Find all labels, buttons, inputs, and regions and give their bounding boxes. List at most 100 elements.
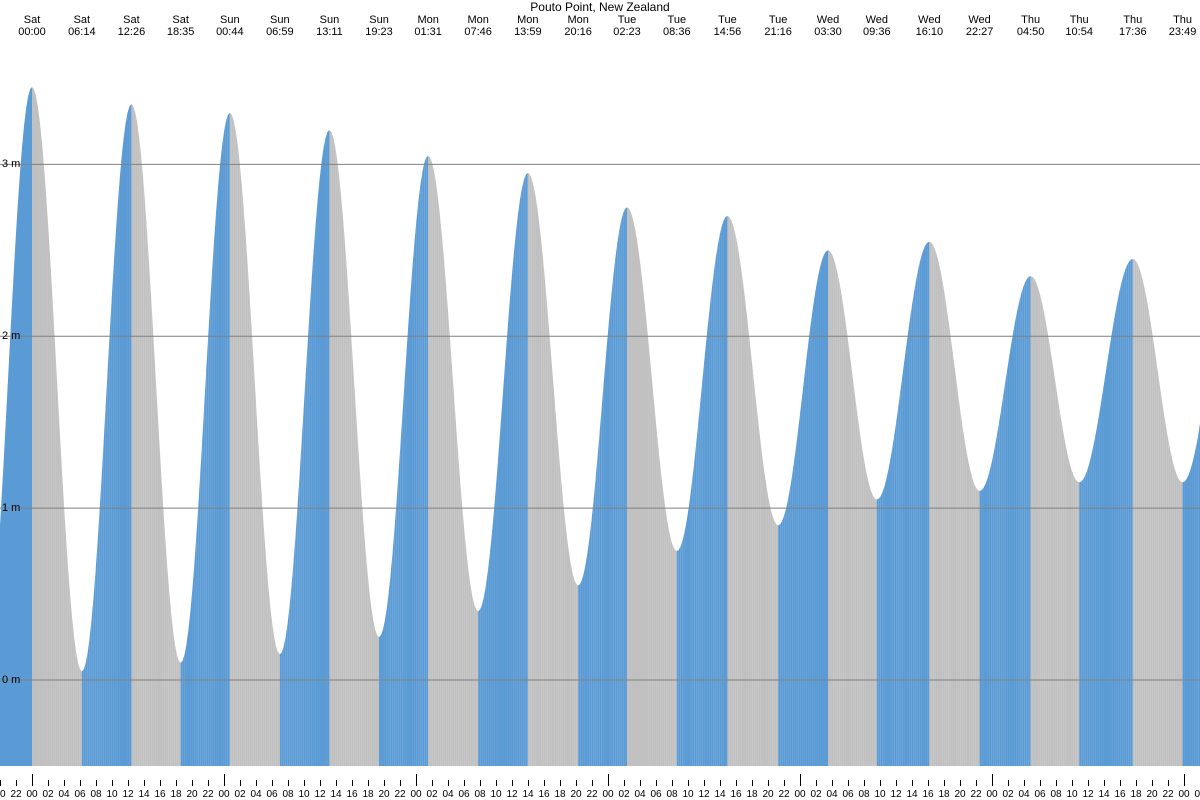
y-axis-label: 1 m — [2, 502, 20, 514]
bottom-axis-label: 08 — [1050, 789, 1061, 800]
bottom-axis-label: 20 — [186, 789, 197, 800]
top-axis-label: Thu04:50 — [1017, 14, 1045, 38]
bottom-tick — [976, 780, 977, 786]
bottom-tick — [736, 780, 737, 786]
bottom-axis-label: 04 — [250, 789, 261, 800]
bottom-tick — [96, 780, 97, 786]
top-axis-label: Tue02:23 — [613, 14, 641, 38]
bottom-tick — [1184, 774, 1185, 786]
bottom-axis-label: 00 — [1178, 789, 1189, 800]
top-axis-label: Mon07:46 — [464, 14, 492, 38]
bottom-tick — [1072, 780, 1073, 786]
bottom-tick — [208, 780, 209, 786]
bottom-axis-label: 00 — [218, 789, 229, 800]
bottom-tick — [496, 780, 497, 786]
bottom-tick — [656, 780, 657, 786]
bottom-axis-label: 00 — [986, 789, 997, 800]
bottom-axis-label: 06 — [650, 789, 661, 800]
bottom-tick — [272, 780, 273, 786]
bottom-tick — [32, 774, 33, 786]
bottom-tick — [896, 780, 897, 786]
bottom-axis-label: 04 — [826, 789, 837, 800]
bottom-axis-label: 22 — [586, 789, 597, 800]
bottom-tick — [288, 780, 289, 786]
bottom-tick — [320, 780, 321, 786]
top-axis-label: Sat12:26 — [118, 14, 146, 38]
bottom-axis-label: 14 — [330, 789, 341, 800]
top-axis-label: Tue08:36 — [663, 14, 691, 38]
bottom-tick — [944, 780, 945, 786]
bottom-tick — [240, 780, 241, 786]
top-axis-label: Wed16:10 — [916, 14, 944, 38]
bottom-tick — [832, 780, 833, 786]
bottom-axis-label: 10 — [1066, 789, 1077, 800]
bottom-axis-label: 18 — [1130, 789, 1141, 800]
bottom-axis-label: 10 — [106, 789, 117, 800]
bottom-axis-label: 12 — [890, 789, 901, 800]
top-axis-labels: Sat00:00Sat06:14Sat12:26Sat18:35Sun00:44… — [0, 14, 1200, 42]
bottom-axis-label: 14 — [522, 789, 533, 800]
top-axis-label: Wed22:27 — [966, 14, 994, 38]
bottom-tick — [464, 780, 465, 786]
bottom-axis-label: 22 — [202, 789, 213, 800]
bottom-axis-label: 00 — [602, 789, 613, 800]
bottom-tick — [224, 774, 225, 786]
bottom-axis-label: 18 — [746, 789, 757, 800]
bottom-tick — [624, 780, 625, 786]
bottom-axis-label: 08 — [858, 789, 869, 800]
bottom-axis-label: 02 — [1002, 789, 1013, 800]
bottom-tick — [384, 780, 385, 786]
bottom-axis-label: 08 — [90, 789, 101, 800]
bottom-axis-label: 16 — [730, 789, 741, 800]
bottom-axis-label: 02 — [1194, 789, 1200, 800]
top-axis-label: Sun00:44 — [216, 14, 244, 38]
plot-area: 0 m1 m2 m3 m — [0, 44, 1200, 766]
bottom-tick — [800, 774, 801, 786]
bottom-axis-label: 02 — [810, 789, 821, 800]
y-axis-label: 2 m — [2, 330, 20, 342]
bottom-axis-label: 20 — [954, 789, 965, 800]
bottom-tick — [1104, 780, 1105, 786]
bottom-axis-label: 08 — [666, 789, 677, 800]
bottom-tick — [16, 780, 17, 786]
top-axis-label: Sat00:00 — [18, 14, 46, 38]
bottom-axis-label: 06 — [266, 789, 277, 800]
bottom-tick — [192, 780, 193, 786]
bottom-axis-label: 20 — [570, 789, 581, 800]
bottom-tick — [336, 780, 337, 786]
bottom-tick — [640, 780, 641, 786]
bottom-axis-label: 12 — [1082, 789, 1093, 800]
bottom-axis-label: 06 — [74, 789, 85, 800]
bottom-axis-label: 22 — [1162, 789, 1173, 800]
bottom-axis-label: 02 — [42, 789, 53, 800]
bottom-tick — [784, 780, 785, 786]
bottom-axis-label: 10 — [298, 789, 309, 800]
bottom-tick — [1024, 780, 1025, 786]
bottom-axis-label: 10 — [682, 789, 693, 800]
bottom-tick — [1040, 780, 1041, 786]
top-axis-label: Sat18:35 — [167, 14, 195, 38]
bottom-axis-label: 18 — [170, 789, 181, 800]
bottom-axis-label: 04 — [634, 789, 645, 800]
bottom-tick — [512, 780, 513, 786]
bottom-axis-label: 16 — [1114, 789, 1125, 800]
bottom-axis-label: 14 — [138, 789, 149, 800]
bottom-axis-label: 02 — [618, 789, 629, 800]
bottom-tick — [672, 780, 673, 786]
bottom-tick — [528, 780, 529, 786]
bottom-tick — [576, 780, 577, 786]
bottom-tick — [688, 780, 689, 786]
bottom-axis-label: 06 — [842, 789, 853, 800]
top-axis-label: Wed03:30 — [814, 14, 842, 38]
bottom-axis-label: 18 — [554, 789, 565, 800]
bottom-tick — [112, 780, 113, 786]
bottom-axis-label: 00 — [26, 789, 37, 800]
bottom-axis-label: 06 — [458, 789, 469, 800]
bottom-axis-label: 22 — [778, 789, 789, 800]
bottom-axis-label: 04 — [442, 789, 453, 800]
bottom-tick — [816, 780, 817, 786]
bottom-axis-label: 12 — [698, 789, 709, 800]
bottom-axis-label: 02 — [234, 789, 245, 800]
bottom-tick — [0, 780, 1, 786]
bottom-tick — [848, 780, 849, 786]
